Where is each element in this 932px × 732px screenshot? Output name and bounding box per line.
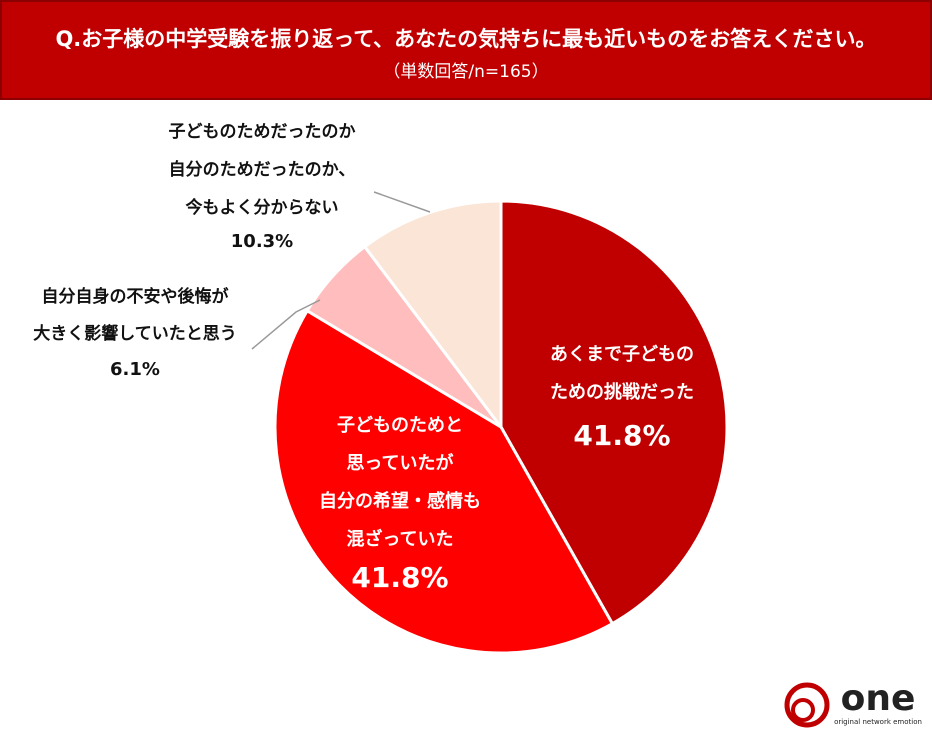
value-label: 6.1% bbox=[110, 359, 160, 380]
slice-label: 自分のためだったのか、 bbox=[169, 159, 356, 180]
title-bar bbox=[0, 0, 932, 100]
logo-tagline: original network emotion bbox=[834, 718, 922, 726]
slice-label: 子どものためだったのか bbox=[169, 122, 356, 142]
leader-line bbox=[251, 299, 321, 350]
slice-label: ための挑戦だった bbox=[550, 381, 694, 403]
logo-icon bbox=[784, 682, 830, 728]
value-label: 41.8% bbox=[351, 561, 448, 594]
chart-subtitle: （単数回答/n=165） bbox=[383, 62, 548, 82]
logo: one original network emotion bbox=[784, 678, 922, 728]
pie-slice bbox=[273, 308, 615, 655]
slice-label: あくまで子どもの bbox=[550, 344, 694, 365]
slice-label: 今もよく分からない bbox=[186, 197, 339, 218]
value-label: 41.8% bbox=[573, 419, 670, 452]
slice-label: 子どものためと bbox=[337, 415, 463, 436]
slice-label: 大きく影響していたと思う bbox=[33, 323, 237, 344]
slice-label: 混ざっていた bbox=[346, 528, 453, 550]
leader-line bbox=[373, 191, 431, 213]
chart-title: Q.お子様の中学受験を振り返って、あなたの気持ちに最も近いものをお答えください。 bbox=[55, 27, 876, 51]
value-label: 10.3% bbox=[231, 231, 293, 252]
logo-name: one bbox=[841, 678, 916, 719]
slice-label: 思っていたが bbox=[346, 452, 453, 474]
pie-slice bbox=[362, 199, 503, 432]
slice-label: 自分の希望・感情も bbox=[319, 490, 481, 512]
slice-label: 自分自身の不安や後悔が bbox=[42, 286, 229, 307]
pie-slice bbox=[499, 199, 729, 626]
logo-icon bbox=[791, 698, 815, 722]
